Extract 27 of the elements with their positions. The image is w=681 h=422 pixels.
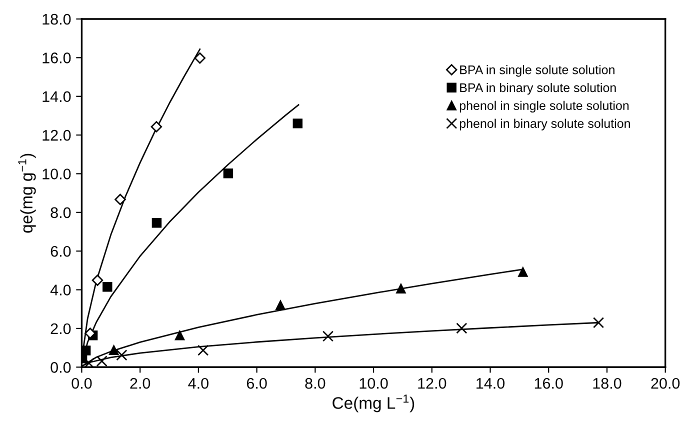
x-tick-label: 2.0 — [130, 378, 150, 389]
x-tick-label: 0.0 — [72, 378, 92, 389]
x-tick-label: 6.0 — [246, 378, 267, 389]
legend-label: BPA in single solute solution — [460, 65, 614, 77]
x-tick-label: 12.0 — [418, 378, 446, 389]
x-axis-title: Ce(mg L$^{−1}$) — [332, 394, 414, 412]
y-tick-label: 14.0 — [42, 91, 71, 102]
y-tick-label: 12.0 — [42, 130, 71, 141]
legend-label: phenol in binary solute solution — [460, 118, 630, 130]
y-tick-label: 8.0 — [50, 207, 71, 218]
x-tick-label: 18.0 — [593, 378, 622, 389]
x-tick-label: 4.0 — [188, 378, 208, 389]
legend-label: BPA in binary solute solution — [460, 82, 616, 95]
x-tick-label: 14.0 — [476, 378, 505, 389]
x-tick-label: 20.0 — [651, 378, 680, 389]
legend-label: phenol in single solute solution — [460, 100, 629, 113]
y-axis-title: qe(mg g$^{−1}$) — [18, 154, 36, 233]
y-tick-label: 10.0 — [42, 168, 71, 180]
y-tick-label: 18.0 — [42, 14, 71, 25]
x-tick-label: 8.0 — [305, 378, 326, 389]
x-tick-label: 16.0 — [534, 378, 563, 389]
y-tick-label: 2.0 — [50, 323, 71, 334]
y-tick-label: 0.0 — [50, 362, 71, 373]
y-tick-label: 16.0 — [42, 52, 71, 64]
x-tick-label: 10.0 — [360, 378, 388, 389]
y-tick-label: 4.0 — [50, 284, 71, 296]
y-tick-label: 6.0 — [50, 246, 71, 257]
